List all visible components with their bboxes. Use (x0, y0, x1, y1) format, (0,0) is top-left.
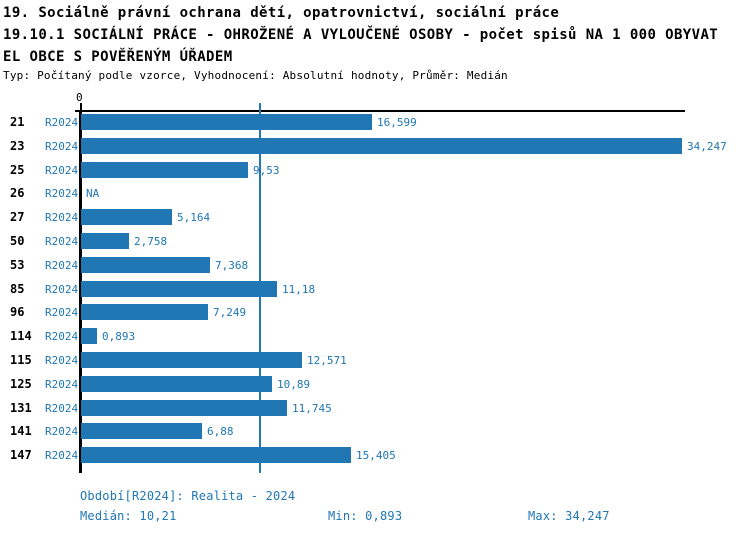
row-category-label: 125 (10, 377, 32, 391)
bar (81, 352, 302, 368)
bar (81, 162, 248, 178)
bar-value-label: 12,571 (307, 354, 347, 367)
row-series-label: R2024 (45, 187, 79, 200)
bar-value-label: 5,164 (177, 211, 211, 224)
row-series-label: R2024 (45, 354, 79, 367)
bar (81, 257, 210, 273)
row-series-label: R2024 (45, 283, 79, 296)
row-series-label: R2024 (45, 235, 79, 248)
row-series-label: R2024 (45, 330, 79, 343)
bar-value-label: 9,53 (253, 164, 280, 177)
row-series-label: R2024 (45, 259, 79, 272)
row-category-label: 141 (10, 424, 32, 438)
row-category-label: 50 (10, 234, 25, 248)
bar (81, 233, 129, 249)
row-category-label: 21 (10, 115, 25, 129)
bar (81, 447, 351, 463)
row-category-label: 53 (10, 258, 25, 272)
bar (81, 423, 202, 439)
row-series-label: R2024 (45, 378, 79, 391)
row-series-label: R2024 (45, 164, 79, 177)
bar-value-label: 11,18 (282, 283, 316, 296)
median-stat-label: Medián: 10,21 (80, 509, 177, 523)
indicator-title-line-2: EL OBCE S POVĚŘENÝM ÚŘADEM (3, 49, 233, 65)
bar (81, 400, 287, 416)
bar-value-label: 2,758 (134, 235, 168, 248)
bar (81, 281, 277, 297)
bar-value-label: 34,247 (687, 140, 727, 153)
row-category-label: 85 (10, 282, 25, 296)
row-category-label: 23 (10, 139, 25, 153)
row-category-label: 147 (10, 448, 32, 462)
bar-value-label: 11,745 (292, 402, 332, 415)
indicator-meta-info: Typ: Počítaný podle vzorce, Vyhodnocení:… (3, 69, 508, 82)
max-stat-label: Max: 34,247 (528, 509, 610, 523)
bar (81, 304, 208, 320)
bar-value-label: 10,89 (277, 378, 311, 391)
x-axis-zero-label: 0 (76, 91, 83, 104)
row-category-label: 26 (10, 186, 25, 200)
bar-value-label: 7,249 (213, 306, 247, 319)
row-category-label: 114 (10, 329, 32, 343)
bar-value-label: 16,599 (377, 116, 417, 129)
row-series-label: R2024 (45, 211, 79, 224)
bar-value-label: 15,405 (356, 449, 396, 462)
y-axis-line (79, 110, 82, 473)
indicator-title-line-1: 19.10.1 SOCIÁLNÍ PRÁCE - OHROŽENÉ A VYLO… (3, 27, 719, 43)
x-axis-line (75, 110, 685, 112)
row-series-label: R2024 (45, 140, 79, 153)
row-series-label: R2024 (45, 116, 79, 129)
period-label: Období[R2024]: Realita - 2024 (80, 489, 296, 503)
bar-value-label: 7,368 (215, 259, 249, 272)
bar (81, 138, 682, 154)
bar-value-label: 0,893 (102, 330, 136, 343)
bar-value-label: 6,88 (207, 425, 234, 438)
min-stat-label: Min: 0,893 (328, 509, 403, 523)
bar (81, 209, 172, 225)
row-category-label: 131 (10, 401, 32, 415)
row-series-label: R2024 (45, 306, 79, 319)
row-category-label: 25 (10, 163, 25, 177)
bar (81, 328, 97, 344)
row-category-label: 96 (10, 305, 25, 319)
row-series-label: R2024 (45, 449, 79, 462)
bar (81, 376, 272, 392)
bar-value-label: NA (86, 187, 100, 200)
report-section-title: 19. Sociálně právní ochrana dětí, opatro… (3, 5, 560, 21)
row-series-label: R2024 (45, 425, 79, 438)
x-axis-zero-tick (80, 103, 82, 111)
bar (81, 114, 372, 130)
row-category-label: 27 (10, 210, 25, 224)
row-series-label: R2024 (45, 402, 79, 415)
row-category-label: 115 (10, 353, 32, 367)
